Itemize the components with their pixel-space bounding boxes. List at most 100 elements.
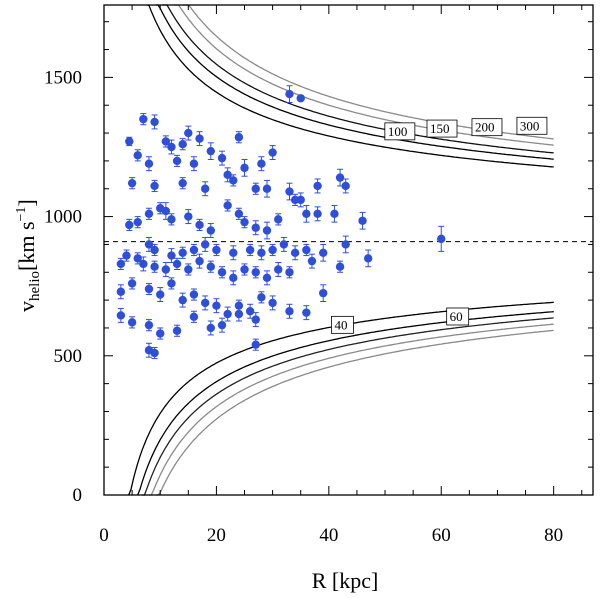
point-marker	[144, 240, 154, 249]
data-point	[195, 131, 204, 147]
x-tick-label: 20	[207, 525, 226, 546]
point-marker	[319, 248, 328, 257]
data-point	[319, 243, 328, 262]
point-marker	[161, 206, 171, 216]
data-point	[167, 277, 176, 290]
data-point	[184, 263, 193, 276]
data-point	[133, 149, 142, 162]
data-point	[150, 346, 159, 360]
data-point	[206, 320, 215, 336]
data-point	[217, 150, 227, 166]
point-marker	[251, 340, 260, 349]
data-point	[127, 316, 137, 329]
data-point	[290, 245, 300, 261]
point-marker	[285, 89, 294, 99]
data-point	[178, 177, 187, 190]
x-tick-label: 80	[544, 525, 563, 546]
curve-label-box	[471, 118, 503, 137]
data-point	[161, 135, 171, 148]
point-marker	[251, 315, 260, 324]
data-point	[240, 216, 249, 229]
data-point	[206, 223, 215, 238]
x-tick-label: 60	[432, 525, 451, 546]
point-marker	[150, 117, 159, 127]
data-point	[251, 220, 260, 236]
curve-label: 200	[471, 118, 503, 137]
point-marker	[437, 234, 446, 244]
data-point	[212, 243, 221, 257]
point-marker	[240, 265, 249, 274]
data-point	[206, 142, 215, 161]
point-marker	[139, 259, 148, 269]
curve-label: 40	[331, 315, 354, 334]
data-point	[262, 221, 272, 240]
curve-label: 100	[384, 122, 416, 141]
point-marker	[341, 181, 350, 191]
data-point	[195, 218, 204, 232]
data-point	[150, 243, 159, 257]
point-marker	[189, 159, 199, 168]
data-point	[302, 204, 311, 223]
data-point	[189, 243, 199, 257]
data-point	[139, 113, 148, 126]
data-point	[341, 178, 350, 194]
data-point	[341, 235, 350, 254]
y-tick-label: 500	[54, 346, 83, 367]
data-point	[285, 85, 294, 103]
data-point	[330, 204, 339, 223]
data-point	[257, 156, 266, 172]
data-point	[245, 303, 255, 319]
data-point	[268, 295, 277, 311]
point-marker	[335, 262, 345, 271]
data-point	[189, 156, 199, 172]
point-marker	[161, 137, 171, 146]
data-point	[172, 324, 182, 337]
point-marker	[161, 265, 171, 274]
point-marker	[279, 240, 289, 249]
data-point	[139, 256, 148, 272]
data-point	[319, 284, 328, 303]
point-marker	[144, 159, 154, 168]
data-point	[274, 262, 283, 277]
point-marker	[144, 209, 154, 219]
point-marker	[251, 268, 260, 277]
point-marker	[133, 151, 142, 160]
data-points	[116, 85, 446, 360]
upper-curve-2	[162, 4, 554, 154]
point-marker	[229, 273, 238, 283]
point-marker	[139, 114, 148, 124]
point-marker	[217, 153, 227, 163]
point-marker	[302, 308, 311, 317]
data-point	[206, 260, 215, 273]
point-marker	[285, 268, 294, 277]
point-marker	[116, 287, 126, 296]
curve-label-box	[384, 122, 416, 141]
point-marker	[127, 279, 137, 288]
data-point	[217, 317, 227, 333]
point-marker	[223, 170, 232, 180]
point-marker	[167, 279, 176, 288]
data-point	[234, 207, 244, 220]
point-marker	[262, 184, 272, 193]
curve-label-box	[331, 315, 354, 334]
lower-curve-2	[142, 317, 554, 496]
point-marker	[172, 259, 182, 269]
data-point	[178, 292, 187, 308]
data-point	[302, 305, 311, 321]
data-point	[268, 145, 277, 161]
data-point	[125, 218, 134, 232]
lower-curve-4	[155, 329, 554, 496]
x-axis-label: R [kpc]	[312, 568, 379, 593]
point-marker	[358, 216, 367, 225]
lower-curve-1	[137, 311, 554, 496]
point-marker	[133, 254, 142, 263]
data-point	[144, 282, 154, 296]
point-marker	[150, 348, 159, 358]
point-marker	[234, 209, 244, 219]
point-marker	[234, 133, 244, 142]
data-point	[296, 94, 305, 103]
y-tick-label: 0	[73, 485, 83, 506]
point-marker	[150, 181, 159, 191]
data-point	[200, 181, 210, 197]
point-marker	[223, 309, 232, 319]
